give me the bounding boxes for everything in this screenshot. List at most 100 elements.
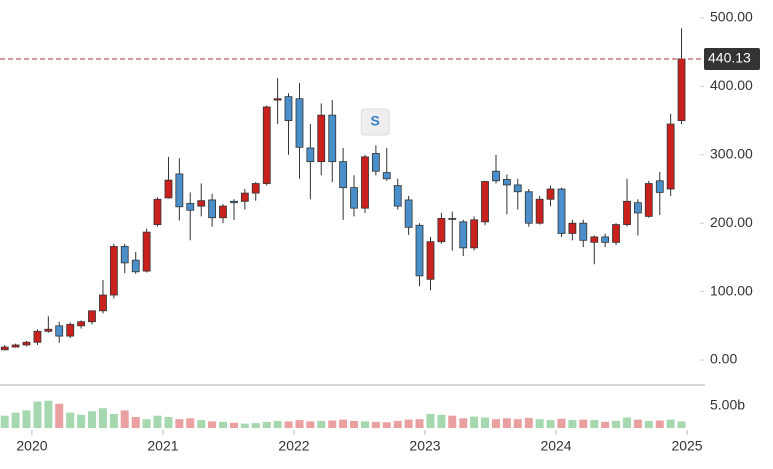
volume-bar [612, 420, 621, 428]
candle-body [612, 224, 620, 243]
volume-bar [262, 421, 271, 428]
volume-bar [109, 413, 118, 428]
candle-body [88, 310, 96, 323]
volume-bar [601, 421, 610, 428]
candle-body [350, 187, 358, 209]
volume-bar [295, 420, 304, 428]
volume-bar [459, 418, 468, 428]
volume-bar [349, 420, 358, 428]
volume-bar [273, 420, 282, 428]
volume-bar [371, 421, 380, 428]
candle-body [470, 219, 479, 249]
candle-body [164, 179, 173, 199]
candle-body [306, 147, 315, 163]
candle-body [339, 161, 348, 189]
volume-tick-label: 5.00b [710, 397, 745, 413]
candle-body [481, 181, 489, 223]
volume-bar [437, 414, 446, 428]
x-tick-label: 2022 [278, 438, 309, 454]
y-tick-label: 0.00 [710, 351, 737, 367]
volume-bar [568, 420, 577, 428]
volume-bar [317, 420, 326, 428]
y-tick-label: 300.00 [710, 146, 753, 162]
volume-bar [0, 415, 9, 428]
candle-body [317, 114, 326, 163]
candle-body [208, 199, 217, 219]
candle-body [251, 183, 260, 194]
volume-bar [590, 420, 599, 428]
candle-body [568, 222, 577, 234]
volume-bar [142, 419, 151, 428]
candle-body [240, 192, 249, 202]
volume-bar [186, 418, 195, 428]
volume-bar [415, 419, 424, 428]
volume-bar [633, 419, 642, 428]
candle-body [33, 330, 42, 343]
candle-body [175, 173, 184, 208]
candle-body [579, 222, 588, 241]
candle-body [22, 341, 31, 346]
candle-body [492, 170, 500, 182]
candle-body [437, 218, 446, 243]
y-tick-label: 100.00 [710, 282, 753, 298]
candle-body [262, 106, 271, 184]
candle-body [393, 185, 402, 207]
candle-body [535, 198, 544, 224]
price-label-box [704, 47, 760, 70]
candle-body [77, 321, 85, 327]
candle-body [0, 346, 9, 351]
candle-body [557, 188, 566, 234]
candle-body [361, 156, 369, 209]
volume-bar [240, 423, 249, 428]
volume-bar [339, 419, 348, 428]
volume-bar [11, 412, 20, 428]
volume-bar [197, 420, 206, 428]
candle-body [415, 224, 424, 277]
volume-bar [229, 422, 238, 428]
x-tick-label: 2020 [16, 438, 47, 454]
candle-body [371, 153, 380, 172]
x-tick-label: 2021 [147, 438, 178, 454]
volume-bar [153, 415, 162, 428]
volume-bar [55, 403, 64, 428]
candle-body [459, 221, 468, 249]
candle-body [677, 58, 686, 122]
y-tick-label: 400.00 [710, 77, 753, 93]
volume-bar [361, 421, 370, 428]
volume-bar [513, 419, 522, 428]
candle-body [546, 188, 555, 200]
volume-bar [251, 423, 260, 428]
volume-bar [131, 416, 140, 428]
volume-bar [644, 420, 653, 428]
volume-bar [557, 418, 566, 428]
volume-bar [77, 414, 86, 428]
annotation-box [360, 108, 390, 136]
volume-bar [655, 420, 664, 428]
volume-bar [382, 422, 391, 428]
volume-bar [306, 421, 315, 428]
annotation: S [371, 113, 380, 129]
candle-body [644, 183, 653, 217]
volume-bar [623, 417, 632, 428]
volume-bar [33, 401, 42, 428]
candle-body [44, 328, 53, 332]
candle-body [99, 294, 107, 312]
candle-body [273, 98, 282, 101]
volume-bar [22, 410, 31, 428]
candle-body [426, 241, 435, 280]
y-tick-label: 200.00 [710, 214, 753, 230]
volume-bar [284, 421, 293, 428]
volume-bar [677, 421, 686, 428]
candle-body [131, 259, 140, 273]
volume-bar [524, 417, 533, 428]
volume-bar [481, 417, 490, 428]
volume-bar [393, 420, 402, 428]
x-tick-label: 2024 [540, 438, 571, 454]
candle-body [219, 205, 227, 219]
candle-body [55, 325, 64, 337]
candle-body [230, 200, 238, 204]
candle-body [513, 184, 522, 193]
candle-body [142, 231, 151, 272]
volume-bar [502, 418, 511, 428]
